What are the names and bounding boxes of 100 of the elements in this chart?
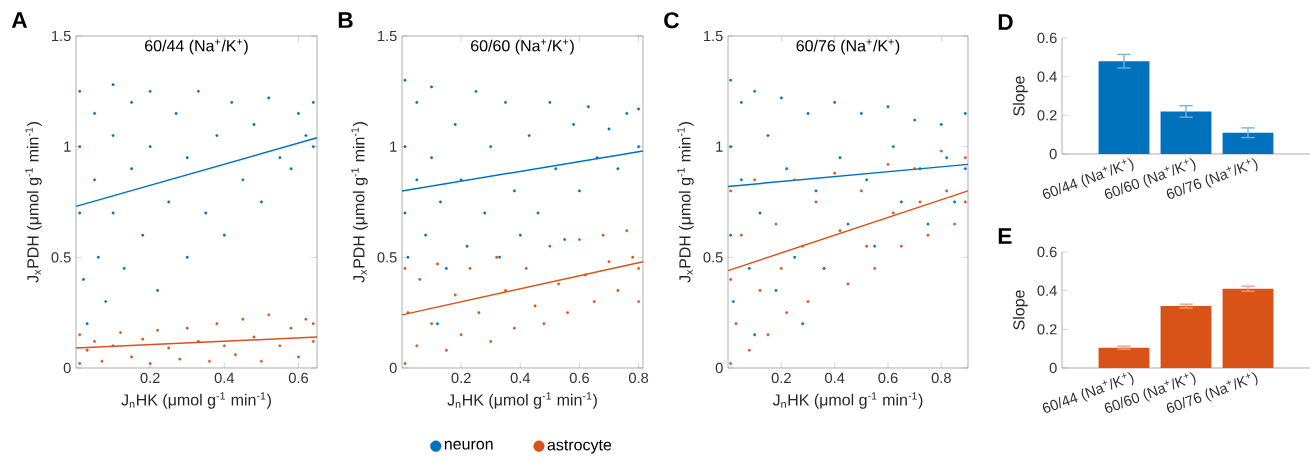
point: [533, 304, 537, 308]
point: [259, 200, 263, 204]
point: [477, 311, 481, 315]
point: [774, 289, 778, 292]
point: [252, 123, 256, 126]
point: [518, 233, 522, 237]
y-tick-label: 0.5: [51, 252, 71, 263]
point: [78, 89, 82, 93]
point: [637, 107, 641, 111]
y-axis-title: Slope: [1012, 76, 1028, 116]
bar: [1222, 132, 1274, 154]
point: [230, 100, 234, 104]
point: [601, 233, 605, 237]
x-tick-label: 0.2: [451, 372, 471, 384]
point: [747, 266, 751, 270]
point: [100, 359, 104, 363]
point: [215, 134, 219, 138]
point: [252, 335, 256, 339]
point: [311, 100, 315, 104]
point: [873, 266, 877, 270]
point: [415, 178, 419, 182]
point: [595, 156, 599, 160]
point: [489, 339, 493, 343]
point: [141, 233, 145, 237]
point: [963, 156, 967, 160]
point: [430, 156, 434, 160]
point: [753, 178, 757, 182]
point: [577, 189, 581, 193]
y-tick-label: 0.5: [377, 252, 397, 263]
point: [926, 233, 930, 237]
point: [838, 229, 842, 233]
point: [739, 233, 743, 237]
y-tick-label: 0: [715, 362, 723, 374]
point: [793, 255, 797, 259]
point: [939, 123, 943, 126]
point: [504, 289, 507, 292]
legend-label: astrocyte: [547, 439, 612, 454]
point: [406, 311, 410, 315]
point: [814, 189, 818, 193]
point: [289, 167, 293, 171]
point: [758, 211, 762, 215]
point: [304, 134, 308, 138]
point: [846, 282, 850, 286]
point: [403, 266, 407, 270]
point: [78, 211, 82, 215]
y-tick-label: 0.2: [1037, 110, 1057, 121]
point: [148, 362, 152, 366]
point: [806, 111, 810, 115]
bar: [1160, 306, 1212, 368]
point: [886, 105, 890, 109]
point: [222, 344, 226, 348]
point: [766, 333, 770, 337]
point: [739, 178, 743, 182]
point: [774, 222, 778, 226]
point: [436, 322, 439, 326]
point: [459, 333, 463, 337]
point: [178, 357, 182, 361]
point: [453, 123, 457, 126]
point: [865, 178, 869, 182]
point: [729, 277, 733, 281]
y-tick-label: 1.5: [704, 30, 723, 42]
y-tick-label: 0.4: [1037, 285, 1057, 296]
point: [311, 339, 315, 343]
point: [637, 145, 641, 149]
point: [891, 145, 895, 149]
point: [734, 322, 738, 326]
point: [78, 145, 82, 149]
x-tick-label: 0.4: [214, 372, 235, 384]
point: [859, 111, 863, 115]
point: [267, 313, 271, 317]
x-axis-title: J$_{n}$HK (μmol g$^{-1}$ min$^{-1}$): [772, 392, 923, 409]
point: [785, 167, 789, 171]
point: [779, 96, 783, 100]
point: [753, 333, 757, 337]
point: [222, 233, 226, 237]
point: [424, 233, 428, 237]
point: [78, 362, 82, 366]
y-tick-label: 0.5: [703, 252, 723, 263]
point: [119, 331, 122, 335]
point: [838, 156, 842, 160]
point: [607, 260, 611, 264]
point: [85, 322, 89, 326]
point: [846, 222, 850, 226]
point: [267, 96, 271, 100]
text: C: [664, 12, 680, 29]
y-tick-label: 0: [1049, 148, 1057, 160]
point: [586, 105, 590, 109]
bar: [1222, 288, 1274, 368]
point: [945, 189, 949, 193]
point: [148, 89, 152, 93]
point: [729, 78, 733, 82]
point: [524, 266, 528, 270]
x-tick-label: 0.6: [288, 372, 309, 384]
point: [185, 156, 189, 160]
point: [130, 167, 134, 171]
point: [418, 277, 422, 281]
point: [913, 167, 917, 171]
point: [801, 244, 805, 248]
x-tick-label: 0.4: [825, 372, 845, 384]
point: [779, 266, 783, 270]
